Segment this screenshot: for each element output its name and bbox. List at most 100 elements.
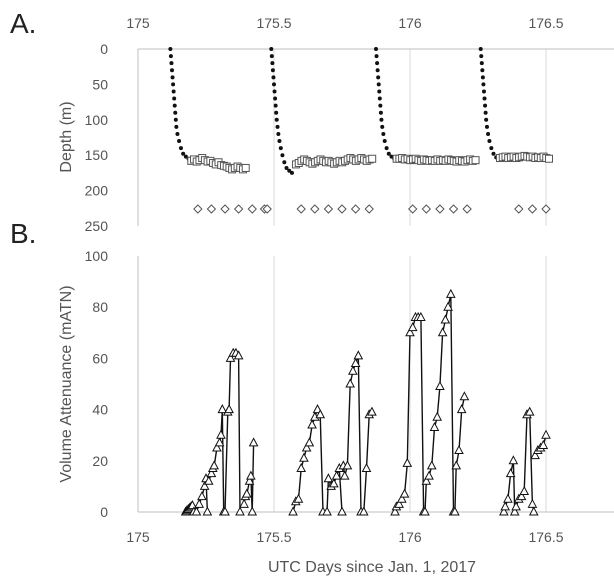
attenuance-point [350,357,361,368]
depth-profile-point [277,139,282,144]
diamond-marker-point [514,204,524,214]
attenuance-point [429,421,440,432]
attenuance-point [293,493,304,503]
panel-a-y-tick-label: 0 [100,41,108,57]
attenuance-point [301,442,312,452]
panel-b-x-axis-label: UTC Days since Jan. 1, 2017 [268,559,476,576]
attenuance-point [248,437,259,447]
attenuance-point [225,352,236,362]
depth-profile-point [170,75,175,80]
attenuance-point [288,506,298,516]
attenuance-point [397,493,407,503]
panel-a-y-tick-label: 150 [85,147,109,163]
attenuance-point [233,350,244,360]
panel-b-y-tick-label: 80 [92,299,108,315]
attenuance-point [246,470,256,480]
attenuance-point [416,311,426,321]
panel-b-y-tick-label: 60 [92,350,108,366]
attenuance-point [247,506,258,516]
depth-profile-point [382,139,387,144]
attenuance-point [405,327,415,337]
depth-profile-point [479,61,484,66]
attenuance-point [217,404,228,414]
panel-b-y-tick-label: 20 [92,453,108,469]
diamond-marker-point [310,204,320,214]
attenuance-point [212,442,222,452]
attenuance-point [541,429,551,439]
depth-profile-point [177,139,182,144]
depth-profile-point [280,153,285,158]
depth-profile-point [183,154,188,159]
panel-b-y-tick-label: 40 [92,402,108,418]
depth-profile-point [374,47,378,51]
attenuance-point [527,498,538,508]
diamond-marker-point [323,204,334,214]
depth-profile-point [181,151,186,156]
attenuance-point [420,506,430,516]
depth-profile-point [484,117,489,122]
depth-profile-point [284,165,289,170]
diamond-marker-point [448,204,459,214]
depth-profile-point [170,68,174,73]
attenuance-point [538,439,549,449]
depth-profile-point [274,117,279,122]
depth-profile-point [178,146,183,151]
attenuance-point [443,301,453,311]
attenuance-point [500,501,511,511]
depth-profile-point [289,170,294,175]
attenuance-point [437,327,448,337]
panel-a-y-tick-label: 250 [85,218,109,234]
depth-profile-point [272,82,276,87]
attenuance-line-segment [454,396,466,513]
panel-a-plot: 175 175.5 176 176.5 0 50 100 150 200 250 Depth (m) [58,15,614,234]
attenuance-point [407,322,418,332]
attenuance-point [353,350,364,360]
attenuance-point [451,460,462,470]
attenuance-point [450,506,460,516]
depth-profile-point [375,68,380,73]
panel-a-x-tick-label: 175.5 [256,15,291,31]
attenuance-point [241,488,252,498]
attenuance-point [322,506,332,516]
depth-profile-point [173,117,178,122]
attenuance-point [435,380,445,391]
attenuance-point [390,506,400,516]
depth-profile-point [384,146,389,151]
attenuance-point [203,475,214,485]
attenuance-point [299,452,309,462]
depth-profile-point [489,146,494,151]
attenuance-point [345,378,355,388]
attenuance-point [235,506,245,516]
depth-profile-point [481,82,486,87]
sampling-depth-point [241,163,250,172]
depth-profile-point [491,151,496,156]
diamond-marker-point [233,204,244,214]
depth-profile-point [480,75,485,80]
depth-profile-point [376,75,381,80]
depth-profile-point [276,131,281,136]
sampling-depth-point [368,154,377,163]
depth-profile-point [381,131,386,136]
depth-profile-point [380,124,385,129]
depth-profile-point [270,68,275,73]
diamond-marker-point [541,204,551,214]
attenuance-point [367,406,377,416]
panel-b-x-tick-label: 176 [398,529,422,545]
attenuance-point [329,478,339,488]
attenuance-point [216,429,226,439]
depth-profile-point [274,110,279,115]
attenuance-point [432,411,443,421]
depth-profile-point [377,96,382,101]
attenuance-point [503,493,513,503]
diamond-marker-point [337,204,347,214]
depth-profile-point [269,47,274,51]
panel-b-y-tick-label: 0 [100,504,108,520]
depth-profile-point [483,110,488,115]
panel-a-label: A. [10,8,37,39]
attenuance-point [524,406,535,416]
attenuance-point [194,498,205,508]
attenuance-point [199,480,210,490]
depth-profile-point [376,82,381,87]
attenuance-point [239,498,249,508]
